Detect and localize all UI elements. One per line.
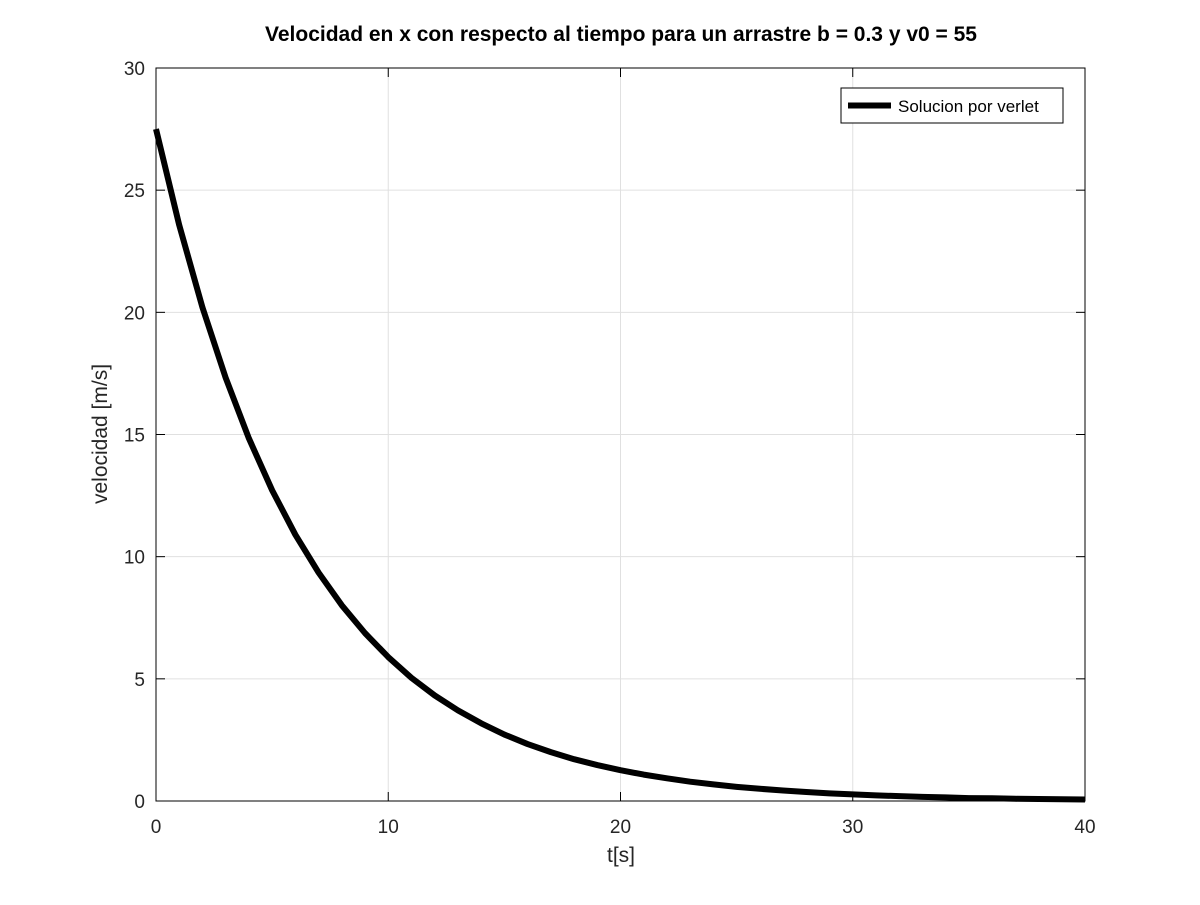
data-point [248,437,250,439]
data-point [875,794,877,796]
x-tick-label: 0 [151,817,162,838]
legend: Solucion por verlet [840,87,1064,124]
data-point [387,656,389,658]
data-point [666,777,668,779]
data-point [573,758,575,760]
data-point [364,632,366,634]
data-point [805,791,807,793]
data-point [434,694,436,696]
data-point [945,796,947,798]
data-point [457,709,459,711]
grid-lines [155,67,1086,802]
x-axis-label: t[s] [607,844,635,867]
y-tick-label: 5 [134,670,145,691]
data-point [527,743,529,745]
data-point [480,722,482,724]
data-point [201,306,203,308]
data-point [550,751,552,753]
data-point [921,796,923,798]
data-point [410,677,412,679]
x-tick-labels: 0 10 20 30 40 [151,817,1096,838]
data-point [178,224,180,226]
data-point [225,377,227,379]
data-point [1038,798,1040,800]
x-tick-label: 10 [378,817,399,838]
y-tick-label: 20 [124,303,145,324]
data-point [689,781,691,783]
y-axis-label: velocidad [m/s] [89,364,112,504]
data-point [991,797,993,799]
data-point [782,789,784,791]
data-point [1014,798,1016,800]
y-tick-label: 0 [134,792,145,813]
y-tick-label: 25 [124,181,145,202]
data-point [759,788,761,790]
data-point [596,764,598,766]
data-point [712,783,714,785]
y-tick-label: 15 [124,426,145,447]
data-point [829,792,831,794]
data-point [294,534,296,536]
x-tick-label: 30 [842,817,863,838]
data-point [898,795,900,797]
data-point [341,604,343,606]
data-point [643,774,645,776]
data-point [271,489,273,491]
data-point [968,797,970,799]
legend-label: Solucion por verlet [898,97,1039,116]
y-tick-label: 30 [124,59,145,80]
data-point [503,734,505,736]
data-point [1061,798,1063,800]
x-tick-label: 40 [1074,817,1095,838]
data-point [736,786,738,788]
y-tick-label: 10 [124,548,145,569]
data-point [318,572,320,574]
tick-marks [155,67,1086,802]
data-point [620,769,621,771]
y-tick-labels: 0 5 10 15 20 25 30 [124,59,145,813]
chart-title: Velocidad en x con respecto al tiempo pa… [265,23,977,46]
x-tick-label: 20 [610,817,631,838]
